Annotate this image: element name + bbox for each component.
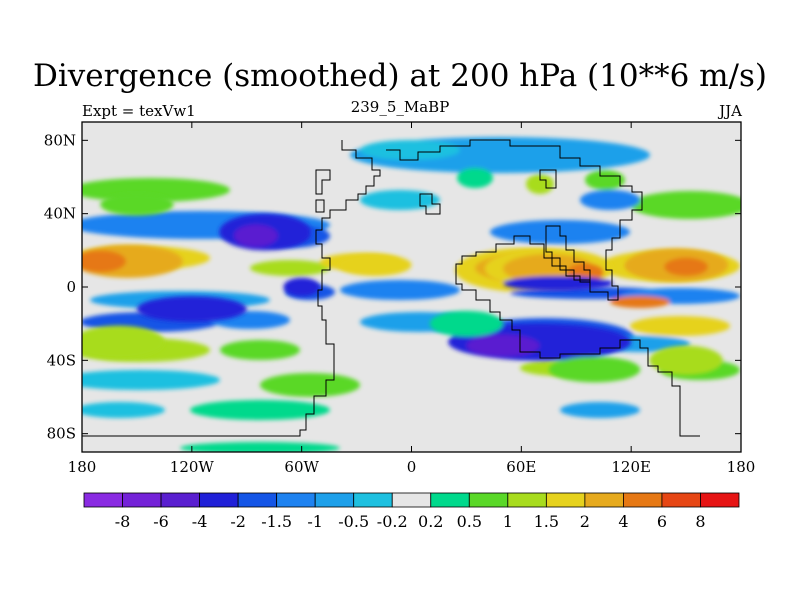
field-blob [338,254,412,276]
field-blob [664,257,709,277]
y-tick-label: 40S [47,351,76,369]
colorbar-swatch [430,492,470,508]
colorbar-swatch [507,492,547,508]
colorbar-label: -1 [307,512,323,531]
colorbar-swatch [661,492,701,508]
field-blob [429,310,504,337]
y-tick-label: 80S [47,425,76,443]
colorbar-label: -0.5 [338,512,369,531]
x-tick-label: 120E [611,458,651,476]
y-tick-label: 0 [66,278,76,296]
y-tick-label: 40N [44,205,76,223]
colorbar-label: -8 [115,512,131,531]
field-blob [466,334,540,357]
x-tick-label: 180 [727,458,756,476]
field-blob [649,345,723,376]
colorbar-swatch [83,492,123,508]
x-tick-label: 60W [284,458,319,476]
season-label: JJA [719,102,742,120]
colorbar-swatch [391,492,432,508]
coastlines [82,139,700,437]
field-blobs [82,193,729,383]
colorbar-label: -0.2 [377,512,408,531]
colorbar-label: 2 [580,512,590,531]
field-blob [283,277,320,297]
colorbar-swatch [623,492,663,508]
y-tick-label: 80N [44,131,76,149]
x-tick-label: 0 [407,458,417,476]
colorbar-label: 0.2 [418,512,443,531]
colorbar-swatch [700,492,740,508]
experiment-label: Expt = texVw1 [82,102,196,120]
colorbar-label: 4 [618,512,628,531]
colorbar-swatch [199,492,239,508]
field-blob [136,296,247,322]
colorbar-label: 0.5 [457,512,482,531]
field-blob [503,276,613,291]
colorbar-label: 1 [503,512,513,531]
colorbar-label: -1.5 [261,512,292,531]
colorbar-label: 6 [657,512,667,531]
colorbar: -8 -6 -4 -2 -1.5 -1 -0.5 -0.2 0.2 0.5 1 1.5 2 4 6 8 [83,492,740,531]
field-blob [82,250,126,273]
x-tick-label: 180 [68,458,97,476]
case-label: 239_5_MaBP [350,98,450,116]
colorbar-swatch [276,492,316,508]
colorbar-label: 8 [695,512,705,531]
axes: 180 120W 60W 0 60E 120E 180 80N 40N 0 40S 80S [44,122,756,476]
chart-title: Divergence (smoothed) at 200 hPa (10**6 … [33,58,767,94]
field-blob [82,325,165,359]
colorbar-swatch [584,492,624,508]
colorbar-swatch [468,492,509,508]
field-blob [233,224,278,247]
colorbar-swatch [237,492,278,508]
colorbar-swatch [160,492,200,508]
field-blob [100,193,174,216]
colorbar-swatch [122,492,162,508]
colorbar-label: 1.5 [534,512,559,531]
x-tick-label: 60E [506,458,536,476]
colorbar-swatch [353,492,393,508]
colorbar-label: -4 [192,512,208,531]
colorbar-swatch [545,492,586,508]
x-tick-label: 120W [170,458,215,476]
colorbar-label: -2 [230,512,246,531]
colorbar-swatch [314,492,355,508]
field-blob [548,356,641,383]
colorbar-label: -6 [153,512,169,531]
